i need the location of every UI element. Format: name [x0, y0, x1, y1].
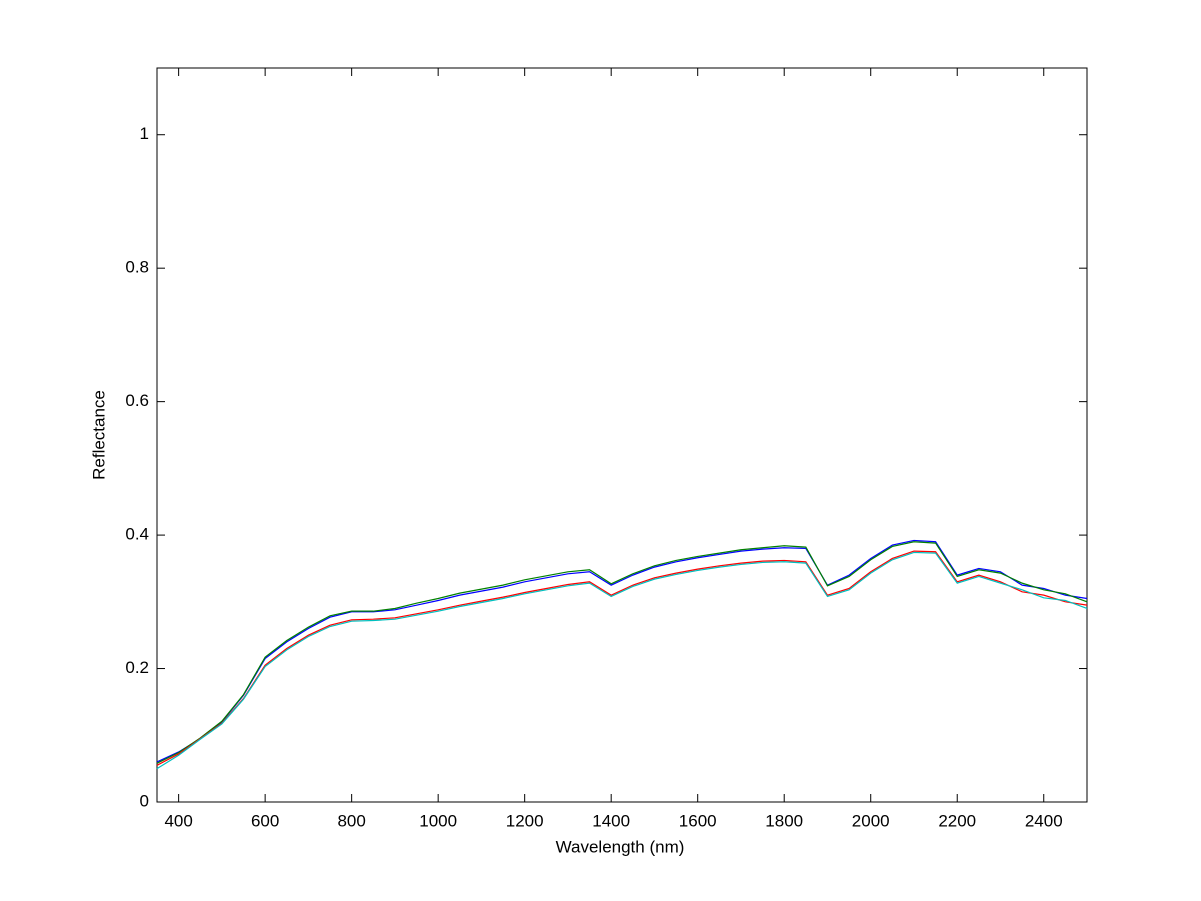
- x-tick-label: 1800: [765, 811, 803, 830]
- spectrum-line: [156, 541, 1088, 764]
- y-axis-label: Reflectance: [89, 390, 108, 480]
- y-tick-label: 0.2: [125, 658, 149, 677]
- x-tick-label: 2400: [1025, 811, 1063, 830]
- x-tick-label: 2000: [852, 811, 890, 830]
- y-tick-label: 1: [140, 124, 149, 143]
- spectrum-line: [156, 551, 1088, 770]
- x-tick-label: 600: [251, 811, 279, 830]
- y-tick-label: 0.4: [125, 525, 149, 544]
- y-tick-label: 0: [140, 791, 149, 810]
- x-tick-label: 1000: [419, 811, 457, 830]
- x-tick-label: 1200: [506, 811, 544, 830]
- x-tick-label: 400: [164, 811, 192, 830]
- x-axis-label: Wavelength (nm): [556, 837, 685, 856]
- y-tick-label: 0.6: [125, 391, 149, 410]
- x-tick-label: 1400: [592, 811, 630, 830]
- x-tick-label: 800: [337, 811, 365, 830]
- x-tick-label: 1600: [679, 811, 717, 830]
- spectrum-line: [156, 550, 1088, 766]
- spectrum-line: [156, 539, 1088, 763]
- y-tick-label: 0.8: [125, 258, 149, 277]
- plot-frame: [156, 67, 1088, 803]
- x-tick-label: 2200: [938, 811, 976, 830]
